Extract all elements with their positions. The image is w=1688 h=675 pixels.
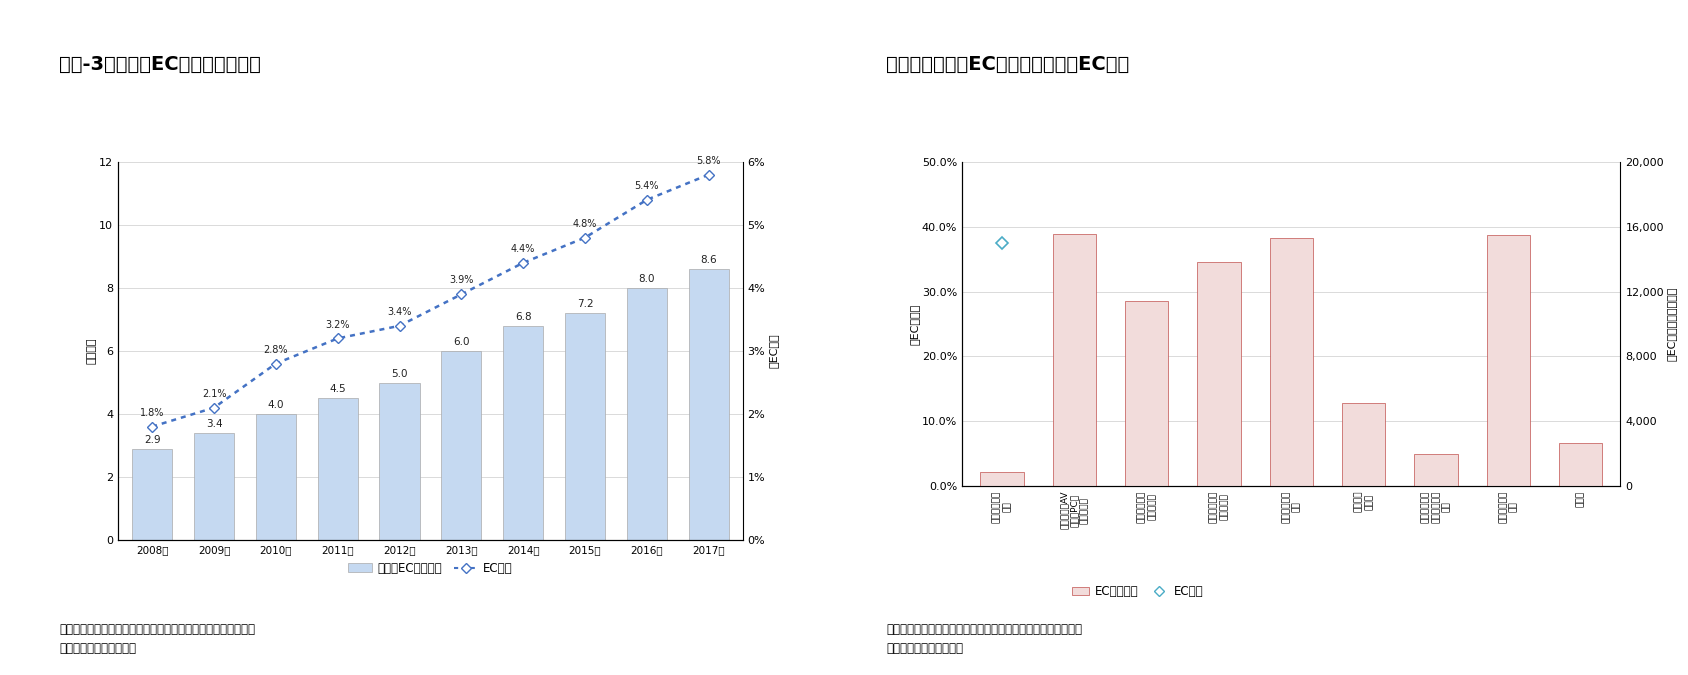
Text: 図表-3　物販系EC市場規模の推移: 図表-3 物販系EC市場規模の推移: [59, 55, 262, 74]
Bar: [1197, 262, 1241, 486]
Text: 4.5: 4.5: [329, 385, 346, 394]
Bar: [626, 288, 667, 540]
Bar: [132, 449, 172, 540]
Text: 3.9%: 3.9%: [449, 275, 474, 286]
Bar: [1560, 443, 1602, 486]
Text: 4.4%: 4.4%: [511, 244, 535, 254]
Y-axis label: （EC化率）: （EC化率）: [910, 303, 920, 345]
Y-axis label: （EC化）: （EC化）: [768, 333, 778, 369]
Bar: [981, 472, 1023, 486]
Text: （出所）経済産業省「電子商取引に関する市場調査」をもとに
ニッセイ基礎研究所作成: （出所）経済産業省「電子商取引に関する市場調査」をもとに ニッセイ基礎研究所作成: [59, 623, 255, 655]
Text: 5.0: 5.0: [392, 369, 408, 379]
Text: 5.8%: 5.8%: [697, 156, 721, 166]
Bar: [441, 351, 481, 540]
Y-axis label: （EC市場規模・億円）: （EC市場規模・億円）: [1666, 287, 1676, 361]
Text: （出所）経済産業省「電子商取引に関する市場調査」をもとに
ニッセイ基礎研究所作成: （出所）経済産業省「電子商取引に関する市場調査」をもとに ニッセイ基礎研究所作成: [886, 623, 1082, 655]
Text: 3.4%: 3.4%: [387, 307, 412, 317]
Text: 1.8%: 1.8%: [140, 408, 164, 418]
Bar: [565, 313, 604, 540]
Text: 5.4%: 5.4%: [635, 181, 658, 191]
Text: 2.9: 2.9: [143, 435, 160, 445]
Text: 8.6: 8.6: [701, 255, 717, 265]
Bar: [257, 414, 295, 540]
Bar: [1053, 234, 1096, 486]
Bar: [1269, 238, 1313, 486]
Y-axis label: （兆円）: （兆円）: [86, 338, 96, 364]
Text: 3.2%: 3.2%: [326, 319, 349, 329]
Legend: 物販系EC市場規模, EC化率: 物販系EC市場規模, EC化率: [343, 557, 518, 579]
Bar: [380, 383, 420, 540]
Legend: EC市場規模, EC化率: EC市場規模, EC化率: [1067, 580, 1209, 603]
Bar: [1415, 454, 1458, 486]
Text: 3.4: 3.4: [206, 419, 223, 429]
Bar: [689, 269, 729, 540]
Text: 図表４　商品別EC市場規模およびEC化率: 図表４ 商品別EC市場規模およびEC化率: [886, 55, 1129, 74]
Bar: [503, 326, 544, 540]
Text: 6.8: 6.8: [515, 312, 532, 322]
Bar: [1487, 235, 1529, 486]
Text: 8.0: 8.0: [638, 274, 655, 284]
Text: 4.8%: 4.8%: [572, 219, 598, 229]
Text: 2.1%: 2.1%: [203, 389, 226, 399]
Bar: [194, 433, 235, 540]
Bar: [1124, 301, 1168, 486]
Text: 4.0: 4.0: [268, 400, 284, 410]
Bar: [317, 398, 358, 540]
Text: 2.8%: 2.8%: [263, 345, 289, 355]
Bar: [1342, 403, 1386, 486]
Text: 7.2: 7.2: [577, 300, 594, 309]
Text: 6.0: 6.0: [452, 338, 469, 347]
